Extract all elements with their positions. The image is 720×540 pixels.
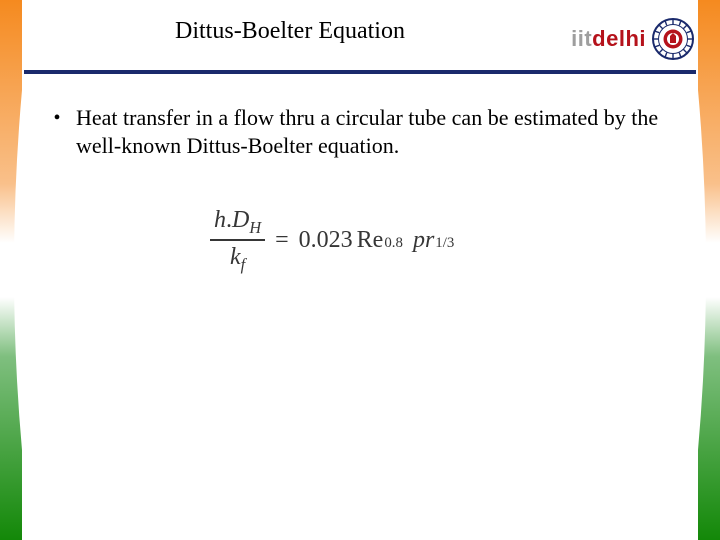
logo-area: iitdelhi (571, 18, 694, 60)
iit-emblem-icon (652, 18, 694, 60)
var-h: h (214, 207, 226, 233)
logo-text-delhi: delhi (592, 26, 646, 51)
fraction-denominator: kf (226, 243, 249, 274)
bullet-text: Heat transfer in a flow thru a circular … (76, 104, 670, 160)
equation-fraction: h.DH kf (210, 206, 265, 274)
sub-H: H (249, 218, 261, 237)
exp-Re: 0.8 (383, 235, 403, 252)
bullet-item: • Heat transfer in a flow thru a circula… (50, 104, 670, 160)
var-pr: pr (413, 227, 434, 254)
slide-body: • Heat transfer in a flow thru a circula… (0, 74, 720, 274)
fraction-numerator: h.DH (210, 206, 265, 237)
equals-sign: = (275, 227, 289, 254)
slide-header: Dittus-Boelter Equation iitdelhi (0, 0, 720, 74)
bullet-marker: • (50, 104, 64, 132)
logo-text-iit: iit (571, 26, 592, 51)
equation-rhs: 0.023 Re0.8 pr1/3 (299, 227, 455, 254)
logo-text: iitdelhi (571, 26, 646, 52)
sub-f: f (241, 255, 246, 274)
exp-pr: 1/3 (434, 235, 454, 252)
fraction-bar (210, 239, 265, 241)
coeff: 0.023 (299, 227, 353, 254)
dittus-boelter-equation: h.DH kf = 0.023 Re0.8 pr1/3 (210, 206, 670, 274)
var-k: k (230, 244, 241, 270)
var-D: D (232, 207, 249, 233)
var-Re: Re (357, 227, 384, 254)
